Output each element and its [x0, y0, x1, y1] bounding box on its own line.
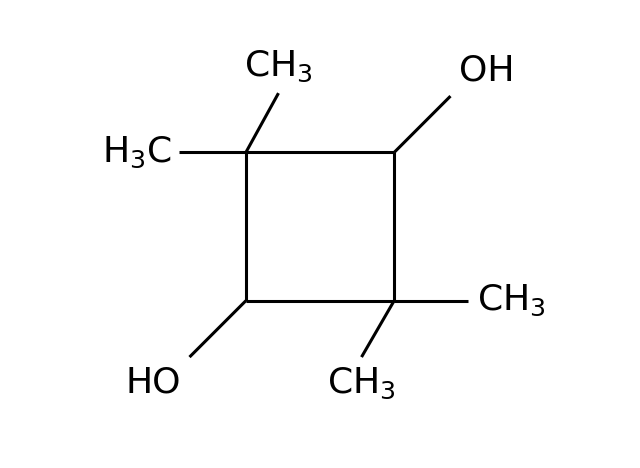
- Text: CH$_3$: CH$_3$: [327, 366, 396, 401]
- Text: OH: OH: [460, 53, 515, 87]
- Text: H$_3$C: H$_3$C: [102, 135, 172, 170]
- Text: CH$_3$: CH$_3$: [477, 283, 546, 318]
- Text: CH$_3$: CH$_3$: [244, 49, 313, 84]
- Text: HO: HO: [125, 366, 180, 400]
